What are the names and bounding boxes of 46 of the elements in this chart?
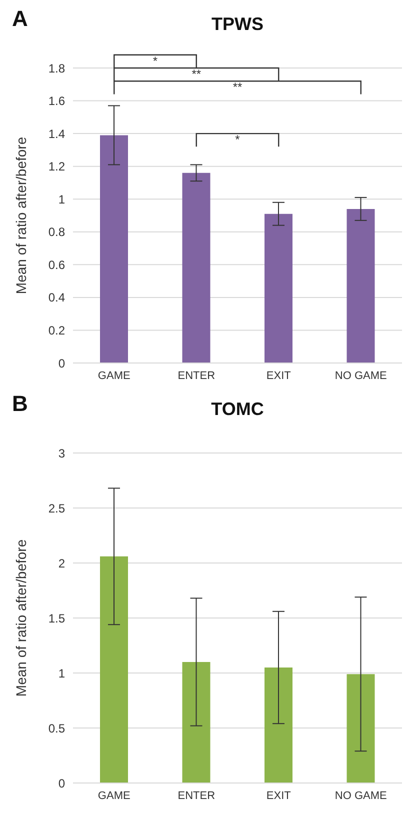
text: A: [12, 6, 28, 31]
x-tick-label: GAME: [98, 370, 130, 382]
y-tick-label: 1.4: [48, 126, 66, 141]
y-tick-label: 1.6: [48, 94, 66, 108]
annotation: *: [235, 132, 240, 147]
chart-title: TOMC: [211, 399, 264, 419]
significance-bracket: *: [114, 54, 197, 68]
bar: [182, 172, 210, 363]
bar: [264, 668, 292, 783]
annotation: **: [192, 67, 202, 81]
significance-bracket: *: [196, 132, 280, 147]
y-tick-label: 0.8: [48, 225, 66, 240]
y-axis-title: Mean of ratio after/before: [12, 136, 29, 294]
bar: [100, 556, 128, 783]
annotation: **: [232, 80, 242, 94]
bar: [264, 214, 292, 363]
y-tick-label: 0.2: [48, 323, 66, 338]
bar: [182, 662, 210, 783]
y-axis-title: Mean of ratio after/before: [12, 539, 29, 697]
bar: [346, 208, 375, 363]
x-tick-label: EXIT: [266, 370, 292, 382]
x-tick-label: NO GAME: [334, 790, 387, 802]
y-tick-label: 1.8: [48, 61, 66, 76]
x-tick-label: ENTER: [178, 790, 216, 802]
y-tick-label: 2.5: [48, 501, 66, 516]
y-tick-label: 1.2: [48, 160, 66, 174]
y-tick-label: 2: [58, 556, 66, 570]
text: B: [12, 391, 28, 416]
x-tick-label: ENTER: [178, 370, 216, 382]
significance-bracket: **: [114, 67, 280, 82]
y-tick-label: 3: [58, 446, 66, 460]
x-tick-label: NO GAME: [334, 370, 387, 382]
bar: [346, 674, 375, 783]
y-tick-label: 0.6: [48, 258, 66, 272]
y-tick-label: 1.5: [48, 611, 66, 626]
y-tick-label: 0.4: [48, 290, 66, 305]
bar: [100, 135, 128, 363]
chart-title: TPWS: [212, 14, 264, 34]
x-tick-label: EXIT: [266, 790, 292, 802]
significance-bracket: **: [114, 80, 362, 94]
y-tick-label: 0.5: [48, 721, 66, 736]
y-tick-label: 0: [58, 776, 66, 790]
y-tick-label: 0: [58, 356, 66, 370]
x-tick-label: GAME: [98, 790, 130, 802]
y-tick-label: 1: [58, 666, 66, 680]
y-tick-label: 1: [58, 192, 66, 206]
